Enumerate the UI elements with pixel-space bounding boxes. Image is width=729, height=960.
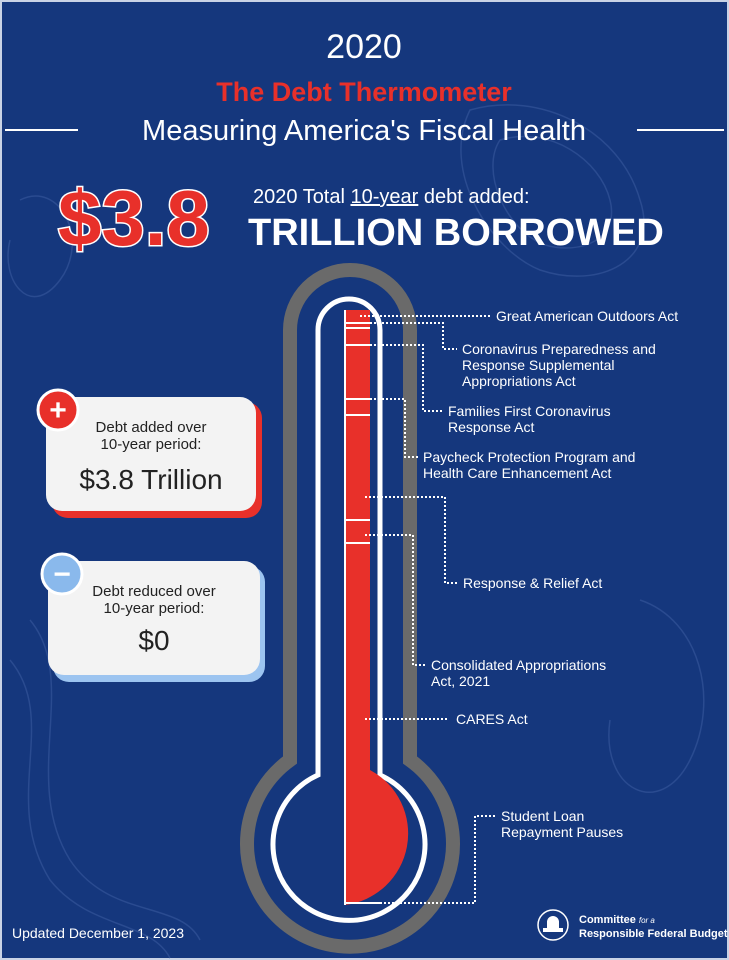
thermometer-label: Consolidated Appropriations xyxy=(431,657,606,673)
thermometer-label: Coronavirus Preparedness and xyxy=(462,341,656,357)
subtitle: Measuring America's Fiscal Health xyxy=(142,115,586,147)
thermometer-label: Appropriations Act xyxy=(462,373,576,389)
headline-underlined: 10-year xyxy=(351,186,419,208)
year: 2020 xyxy=(326,28,402,66)
thermometer-label: Student Loan xyxy=(501,808,584,824)
title: The Debt Thermometer xyxy=(216,77,512,107)
headline-prefix: 2020 Total xyxy=(253,186,351,208)
headline-suffix: debt added: xyxy=(418,186,529,208)
thermometer-label: Health Care Enhancement Act xyxy=(423,465,611,481)
org-line2: Responsible Federal Budget xyxy=(579,928,728,940)
card-label: 10-year period: xyxy=(104,600,205,617)
org-line1: Committee xyxy=(579,914,636,926)
card-value: $3.8 Trillion xyxy=(79,464,222,495)
updated: Updated December 1, 2023 xyxy=(12,925,184,941)
card-icon-symbol: + xyxy=(49,394,67,427)
thermometer-label: Response Supplemental xyxy=(462,357,615,373)
thermometer-label: Great American Outdoors Act xyxy=(496,308,678,324)
card-label: Debt reduced over xyxy=(92,583,215,600)
thermometer-label: CARES Act xyxy=(456,711,528,727)
card-icon xyxy=(40,552,84,596)
leader-lines xyxy=(360,315,495,904)
org-name: Committee for a xyxy=(579,914,655,926)
headline-line1: 2020 Total 10-year debt added: xyxy=(253,186,530,208)
thermometer-label: Response Act xyxy=(448,419,534,435)
contour-decoration xyxy=(7,104,705,959)
card-label: Debt added over xyxy=(96,419,207,436)
logo xyxy=(537,909,569,941)
thermometer-label: Repayment Pauses xyxy=(501,824,623,840)
card xyxy=(46,397,256,511)
thermometer-label: Paycheck Protection Program and xyxy=(423,449,635,465)
card-value: $0 xyxy=(138,625,169,656)
thermometer-label: Response & Relief Act xyxy=(463,575,602,591)
card xyxy=(48,561,260,675)
headline-amount: $3.8 xyxy=(58,174,210,262)
thermometer-label: Families First Coronavirus xyxy=(448,403,611,419)
card-icon xyxy=(36,388,80,432)
segment-dividers xyxy=(344,310,380,905)
headline-line2: TRILLION BORROWED xyxy=(248,212,664,254)
card-label: 10-year period: xyxy=(101,436,202,453)
mercury xyxy=(345,310,409,905)
thermometer-outer xyxy=(240,263,460,954)
thermometer-label: Act, 2021 xyxy=(431,673,490,689)
card-icon-symbol: − xyxy=(53,558,71,591)
org-for: for a xyxy=(639,916,656,925)
